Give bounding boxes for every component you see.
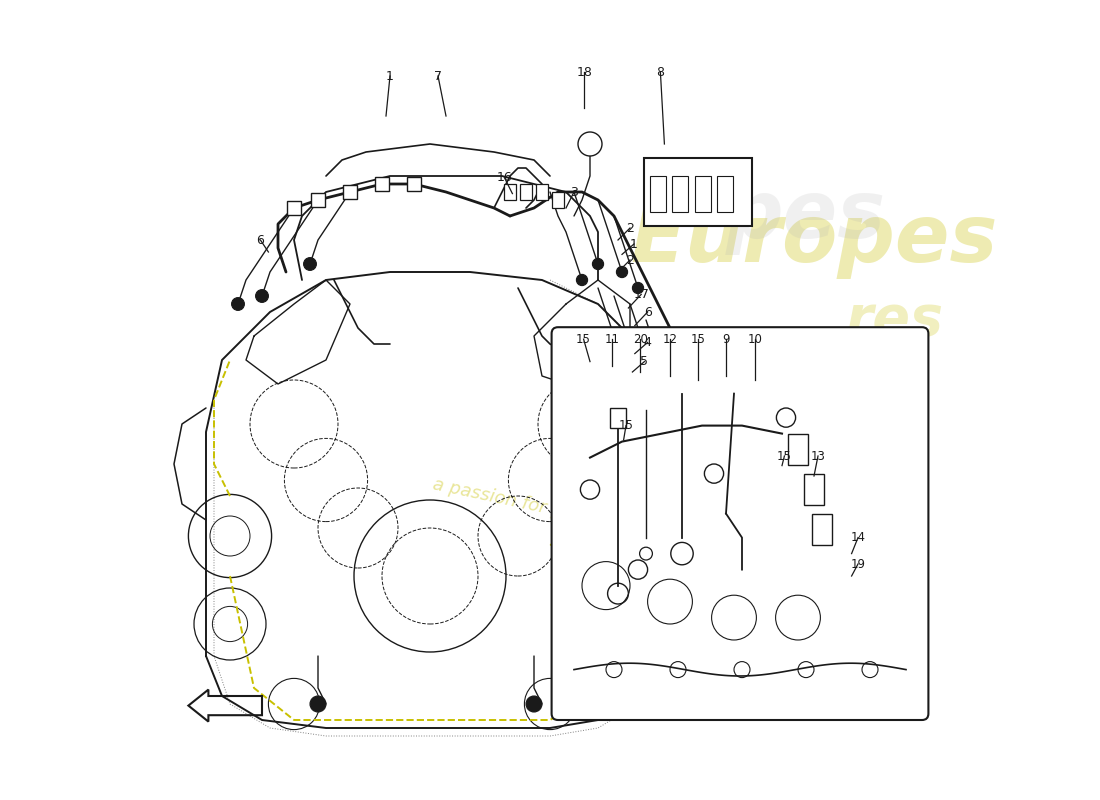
FancyBboxPatch shape: [551, 192, 564, 208]
Text: 12: 12: [662, 333, 678, 346]
Text: 10: 10: [747, 333, 762, 346]
Circle shape: [255, 290, 268, 302]
Text: 13: 13: [811, 450, 825, 462]
Circle shape: [576, 274, 587, 286]
Text: 17: 17: [634, 288, 649, 301]
Circle shape: [526, 696, 542, 712]
Text: Europes: Europes: [630, 201, 998, 279]
Text: 20: 20: [632, 333, 648, 346]
Text: 8: 8: [657, 66, 664, 78]
FancyBboxPatch shape: [656, 362, 669, 374]
Text: 14: 14: [850, 531, 866, 544]
Text: 6: 6: [644, 306, 651, 318]
Text: 7: 7: [434, 70, 442, 82]
Circle shape: [632, 282, 644, 294]
Text: 19: 19: [850, 558, 866, 570]
Text: 15: 15: [691, 333, 705, 346]
Circle shape: [593, 258, 604, 270]
FancyBboxPatch shape: [639, 346, 652, 358]
FancyBboxPatch shape: [644, 158, 752, 226]
Text: 4: 4: [644, 336, 651, 349]
Text: 2: 2: [626, 254, 634, 266]
FancyBboxPatch shape: [407, 177, 421, 191]
FancyBboxPatch shape: [812, 514, 833, 545]
Text: 6: 6: [256, 234, 264, 246]
FancyBboxPatch shape: [788, 434, 808, 465]
Text: 2: 2: [626, 222, 634, 234]
FancyBboxPatch shape: [504, 184, 516, 200]
FancyBboxPatch shape: [616, 378, 628, 390]
Circle shape: [304, 258, 317, 270]
Circle shape: [310, 696, 326, 712]
FancyBboxPatch shape: [631, 362, 645, 374]
Text: 3: 3: [570, 186, 578, 198]
Text: res: res: [845, 293, 943, 347]
FancyBboxPatch shape: [287, 201, 301, 215]
FancyBboxPatch shape: [551, 327, 928, 720]
Text: 1: 1: [386, 70, 394, 82]
Text: 16: 16: [496, 171, 513, 184]
Text: 15: 15: [618, 419, 634, 432]
FancyBboxPatch shape: [311, 193, 326, 207]
Text: a passion for parts since 1985: a passion for parts since 1985: [431, 475, 701, 549]
Text: 11: 11: [605, 333, 620, 346]
FancyBboxPatch shape: [804, 474, 824, 505]
Text: pes: pes: [726, 177, 887, 255]
FancyBboxPatch shape: [610, 408, 626, 427]
FancyBboxPatch shape: [343, 185, 358, 199]
Circle shape: [232, 298, 244, 310]
Text: 15: 15: [576, 333, 591, 346]
Text: 1: 1: [630, 238, 638, 250]
Circle shape: [616, 266, 628, 278]
FancyBboxPatch shape: [519, 184, 532, 200]
Text: 15: 15: [777, 450, 792, 462]
FancyBboxPatch shape: [536, 184, 549, 200]
Circle shape: [578, 132, 602, 156]
Text: 9: 9: [723, 333, 729, 346]
Text: 18: 18: [576, 66, 592, 78]
Text: 5: 5: [640, 355, 648, 368]
FancyBboxPatch shape: [375, 177, 389, 191]
